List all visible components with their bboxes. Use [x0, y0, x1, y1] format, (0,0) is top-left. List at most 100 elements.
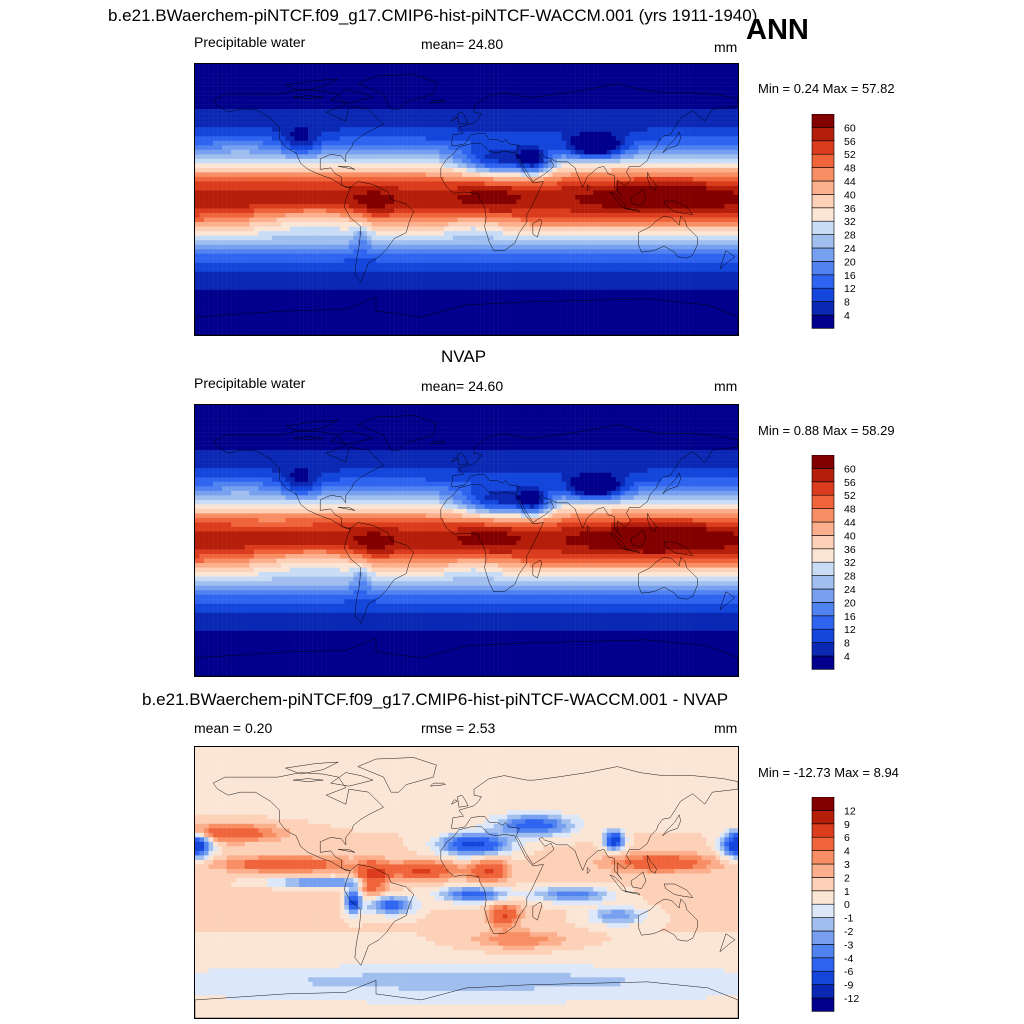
- field-cell: [434, 118, 440, 123]
- field-cell: [538, 68, 544, 74]
- field-cell: [407, 190, 413, 196]
- field-cell: [538, 82, 544, 87]
- field-cell: [430, 154, 436, 160]
- field-cell: [344, 122, 350, 128]
- field-cell: [579, 172, 585, 178]
- field-cell: [606, 217, 612, 223]
- field-cell: [733, 104, 738, 110]
- field-cell: [661, 167, 666, 173]
- field-cell: [434, 145, 440, 151]
- field-cell: [484, 163, 490, 169]
- field-cell: [376, 181, 381, 187]
- field-cell: [371, 91, 377, 96]
- field-cell: [733, 217, 738, 223]
- field-cell: [588, 213, 594, 218]
- field-cell: [357, 118, 363, 123]
- field-cell: [688, 240, 693, 245]
- field-cell: [244, 122, 250, 128]
- field-cell: [394, 136, 399, 142]
- field-cell: [715, 235, 721, 241]
- field-cell: [661, 194, 666, 200]
- field-cell: [471, 64, 476, 69]
- field-cell: [195, 181, 200, 187]
- field-cell: [620, 185, 626, 191]
- field-cell: [638, 213, 644, 218]
- field-cell: [552, 95, 558, 101]
- field-cell: [253, 113, 259, 119]
- field-cell: [448, 158, 454, 164]
- field-cell: [249, 231, 255, 236]
- field-cell: [593, 185, 598, 191]
- field-cell: [557, 131, 562, 137]
- field-cell: [602, 240, 608, 245]
- field-cell: [199, 158, 205, 164]
- field-cell: [670, 77, 675, 83]
- field-cell: [217, 149, 223, 155]
- field-cell: [208, 194, 214, 200]
- field-cell: [652, 86, 657, 92]
- field-cell: [724, 140, 730, 146]
- field-cell: [579, 127, 585, 132]
- field-cell: [552, 204, 558, 209]
- field-cell: [719, 100, 725, 105]
- field-cell: [489, 240, 494, 245]
- field-cell: [366, 77, 372, 83]
- field-cell: [683, 91, 689, 96]
- field-cell: [638, 73, 644, 78]
- field-cell: [280, 194, 286, 200]
- field-cell: [348, 235, 354, 241]
- field-cell: [376, 82, 381, 87]
- field-cell: [593, 145, 598, 151]
- field-cell: [195, 82, 200, 87]
- field-cell: [398, 140, 404, 146]
- field-cell: [285, 118, 291, 123]
- field-cell: [493, 235, 499, 241]
- field-cell: [561, 154, 567, 160]
- field-cell: [204, 213, 209, 218]
- field-cell: [353, 231, 359, 236]
- field-cell: [412, 109, 417, 114]
- field-cell: [262, 244, 268, 250]
- field-cell: [647, 190, 653, 196]
- field-cell: [511, 82, 517, 87]
- field-cell: [407, 226, 413, 232]
- field-cell: [588, 100, 594, 105]
- field-cell: [656, 122, 662, 128]
- field-cell: [398, 77, 404, 83]
- field-cell: [661, 158, 666, 164]
- field-cell: [271, 226, 277, 232]
- field-cell: [416, 181, 422, 187]
- field-cell: [724, 213, 730, 218]
- field-cell: [195, 240, 200, 245]
- field-cell: [615, 145, 621, 151]
- field-cell: [543, 73, 549, 78]
- field-cell: [231, 204, 236, 209]
- field-cell: [226, 68, 232, 74]
- field-cell: [665, 217, 671, 223]
- field-cell: [421, 113, 427, 119]
- field-cell: [380, 122, 386, 128]
- field-cell: [615, 109, 621, 114]
- field-cell: [204, 82, 209, 87]
- field-cell: [348, 181, 354, 187]
- field-cell: [710, 95, 716, 101]
- field-cell: [303, 140, 309, 146]
- field-cell: [398, 100, 404, 105]
- field-cell: [584, 118, 589, 123]
- field-cell: [489, 204, 494, 209]
- field-cell: [366, 226, 372, 232]
- field-cell: [575, 127, 580, 132]
- field-cell: [624, 185, 630, 191]
- field-cell: [335, 77, 341, 83]
- field-cell: [199, 73, 205, 78]
- field-cell: [719, 190, 725, 196]
- field-cell: [552, 136, 558, 142]
- field-cell: [271, 158, 277, 164]
- field-cell: [511, 181, 517, 187]
- field-cell: [412, 122, 417, 128]
- field-cell: [335, 240, 341, 245]
- field-cell: [362, 213, 368, 218]
- field-cell: [294, 172, 300, 178]
- field-cell: [525, 199, 531, 205]
- field-cell: [661, 213, 666, 218]
